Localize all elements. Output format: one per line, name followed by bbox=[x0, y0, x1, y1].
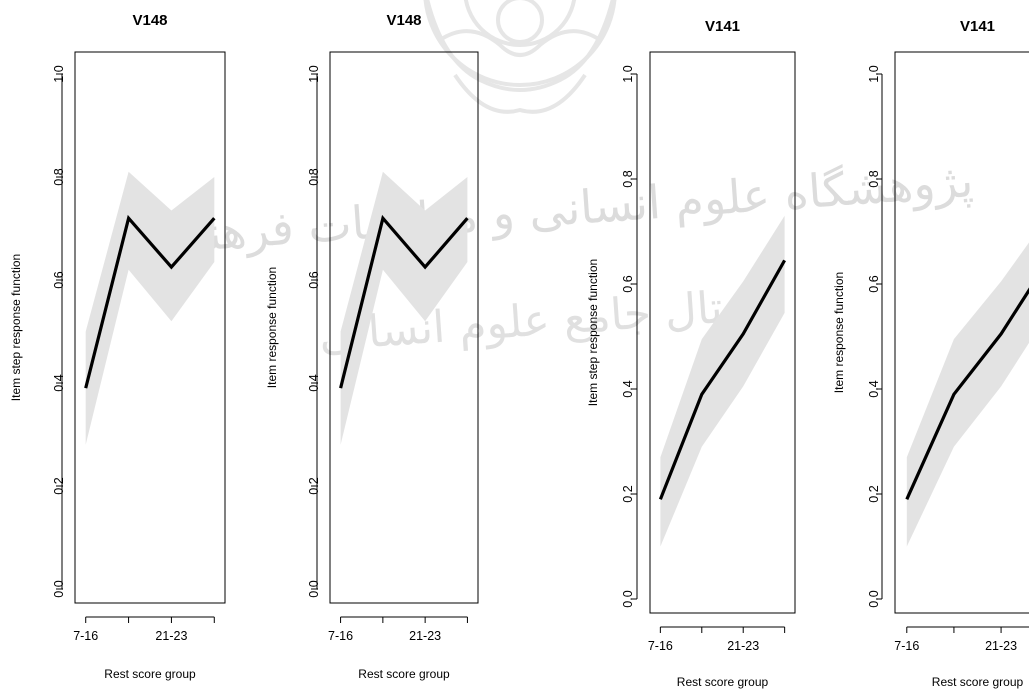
x-axis-label: Rest score group bbox=[932, 675, 1024, 689]
y-axis-label: Item step response function bbox=[586, 259, 600, 406]
confidence-band bbox=[660, 215, 785, 547]
plot-frame bbox=[74, 51, 226, 604]
chart-panel-1: V148 0.0 0.2 0.4 0.6 0.8 1.0 Item step response… bbox=[9, 12, 226, 681]
y-tick-label: 1.0 bbox=[307, 65, 321, 82]
y-tick-label: 0.4 bbox=[867, 380, 881, 397]
y-tick-label: 0.6 bbox=[867, 275, 881, 292]
y-tick-label: 0.6 bbox=[621, 275, 635, 292]
x-tick-label: 21-23 bbox=[727, 639, 759, 653]
y-tick-label: 0.8 bbox=[621, 170, 635, 187]
y-tick-label: 0.8 bbox=[867, 170, 881, 187]
response-function-line bbox=[339, 214, 469, 389]
watermark-emblem bbox=[423, 0, 617, 114]
x-tick-label: 7-16 bbox=[648, 639, 673, 653]
y-tick-label: 0.8 bbox=[307, 168, 321, 185]
y-tick-label: 1.0 bbox=[52, 65, 66, 82]
y-tick-label: 0.0 bbox=[307, 580, 321, 597]
chart-panel-2: V148 0.0 0.2 0.4 0.6 0.8 1.0 Item response func… bbox=[265, 12, 479, 681]
y-tick-label: 0.0 bbox=[621, 590, 635, 607]
y-tick-label: 1.0 bbox=[867, 65, 881, 82]
response-function-line bbox=[658, 259, 786, 500]
y-tick-label: 0.6 bbox=[52, 271, 66, 288]
x-axis-label: Rest score group bbox=[104, 667, 196, 681]
y-tick-label: 0.4 bbox=[307, 374, 321, 391]
response-function-line bbox=[84, 214, 216, 389]
y-tick-label: 0.0 bbox=[867, 590, 881, 607]
y-tick-label: 0.2 bbox=[307, 477, 321, 494]
chart-title: V148 bbox=[132, 12, 167, 29]
confidence-band bbox=[85, 171, 215, 445]
response-function-line bbox=[905, 287, 1029, 500]
y-tick-label: 0.2 bbox=[52, 477, 66, 494]
y-axis-label: Item response function bbox=[832, 272, 846, 393]
y-tick-label: 0.0 bbox=[52, 580, 66, 597]
y-tick-label: 0.4 bbox=[621, 380, 635, 397]
chart-panel-3: V141 0.0 0.2 0.4 0.6 0.8 1.0 Item step response… bbox=[586, 18, 796, 689]
chart-title: V141 bbox=[960, 18, 995, 35]
x-tick-label: 21-23 bbox=[409, 629, 441, 643]
confidence-band bbox=[906, 242, 1029, 547]
x-tick-label: 7-16 bbox=[894, 639, 919, 653]
plot-frame bbox=[329, 51, 479, 604]
chart-panel-4: V141 0.0 0.2 0.4 0.6 0.8 1.0 Item response func… bbox=[832, 18, 1029, 689]
x-tick-label: 7-16 bbox=[328, 629, 353, 643]
x-axis-label: Rest score group bbox=[358, 667, 450, 681]
x-tick-label: 7-16 bbox=[73, 629, 98, 643]
confidence-band bbox=[340, 171, 468, 445]
y-tick-label: 0.2 bbox=[621, 485, 635, 502]
y-axis-label: Item step response function bbox=[9, 254, 23, 401]
y-tick-label: 0.2 bbox=[867, 485, 881, 502]
y-tick-label: 1.0 bbox=[621, 65, 635, 82]
chart-title: V141 bbox=[705, 18, 740, 35]
y-tick-label: 0.4 bbox=[52, 374, 66, 391]
x-tick-label: 21-23 bbox=[985, 639, 1017, 653]
y-tick-label: 0.6 bbox=[307, 271, 321, 288]
plot-frame bbox=[894, 51, 1029, 614]
chart-title: V148 bbox=[386, 12, 421, 29]
y-tick-label: 0.8 bbox=[52, 168, 66, 185]
x-tick-label: 21-23 bbox=[155, 629, 187, 643]
x-axis-label: Rest score group bbox=[677, 675, 769, 689]
plot-frame bbox=[649, 51, 796, 614]
y-axis-label: Item response function bbox=[265, 267, 279, 388]
